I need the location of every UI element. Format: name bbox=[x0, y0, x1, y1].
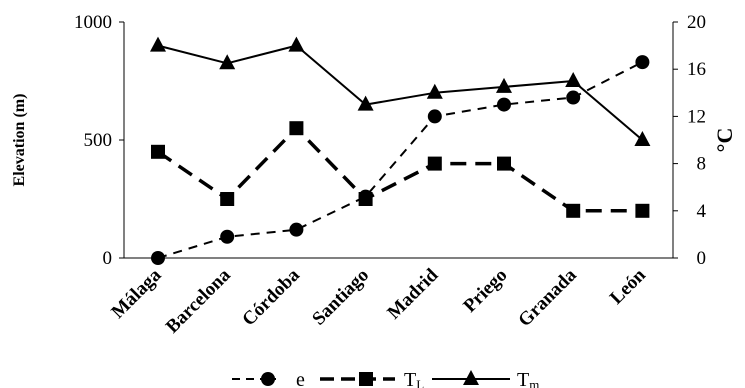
category-label: León bbox=[606, 264, 650, 308]
data-point bbox=[427, 156, 442, 171]
legend-sub-tm: m bbox=[529, 377, 539, 388]
category-label: Granada bbox=[514, 264, 581, 331]
data-point bbox=[219, 54, 236, 70]
left-axis-title: Elevation (m) bbox=[11, 94, 28, 187]
category-label: Madrid bbox=[383, 264, 442, 323]
legend-label-e: e bbox=[296, 369, 305, 388]
left-tick-label: 1000 bbox=[74, 12, 112, 33]
data-point bbox=[150, 36, 166, 52]
category-label: Málaga bbox=[107, 264, 165, 322]
legend-label-tl: TL bbox=[404, 369, 424, 388]
left-tick-label: 500 bbox=[84, 130, 113, 151]
data-point bbox=[220, 192, 235, 206]
category-label: Barcelona bbox=[162, 264, 235, 337]
data-point bbox=[220, 229, 235, 244]
category-label: Priego bbox=[459, 265, 511, 317]
right-tick-label: 16 bbox=[687, 59, 706, 80]
data-point bbox=[496, 77, 512, 93]
legend: e TL Tm bbox=[232, 369, 539, 388]
legend-sub-tl: L bbox=[416, 377, 424, 388]
right-tick-label: 8 bbox=[697, 154, 707, 175]
right-tick-label: 12 bbox=[687, 106, 706, 127]
data-point bbox=[634, 131, 651, 146]
data-point bbox=[357, 95, 374, 111]
series-line bbox=[157, 126, 643, 213]
data-point bbox=[427, 109, 442, 124]
legend-item-tl: TL bbox=[320, 369, 424, 388]
data-point bbox=[151, 144, 165, 159]
right-tick-label: 4 bbox=[697, 201, 707, 222]
data-point bbox=[497, 97, 511, 112]
data-point bbox=[358, 192, 373, 206]
series-tm bbox=[150, 36, 651, 146]
data-point bbox=[566, 203, 581, 218]
data-point bbox=[635, 203, 650, 218]
legend-label-tm: Tm bbox=[517, 369, 539, 388]
data-point bbox=[635, 55, 650, 70]
series-layer bbox=[150, 36, 651, 265]
series-line bbox=[157, 61, 643, 259]
right-axis-title: °C bbox=[712, 128, 737, 153]
category-label: Santiago bbox=[308, 265, 373, 330]
data-point bbox=[289, 222, 304, 237]
right-tick-label: 20 bbox=[687, 12, 706, 33]
left-axis-ticks: 0 500 1000 bbox=[74, 12, 124, 269]
series-tl bbox=[151, 121, 650, 218]
legend-item-e: e bbox=[232, 369, 305, 388]
legend-item-tm: Tm bbox=[432, 369, 539, 388]
data-point bbox=[151, 251, 165, 265]
right-tick-label: 0 bbox=[697, 248, 707, 269]
series-e bbox=[151, 55, 650, 265]
data-point bbox=[288, 36, 305, 52]
left-tick-label: 0 bbox=[103, 248, 113, 269]
data-point bbox=[566, 90, 581, 105]
right-axis-ticks: 0 4 8 12 16 20 bbox=[673, 12, 707, 269]
data-point bbox=[289, 121, 304, 136]
series-line bbox=[157, 44, 644, 141]
category-label: Córdoba bbox=[238, 264, 304, 330]
data-point bbox=[497, 156, 511, 171]
data-point bbox=[426, 83, 443, 99]
data-point bbox=[565, 72, 582, 87]
